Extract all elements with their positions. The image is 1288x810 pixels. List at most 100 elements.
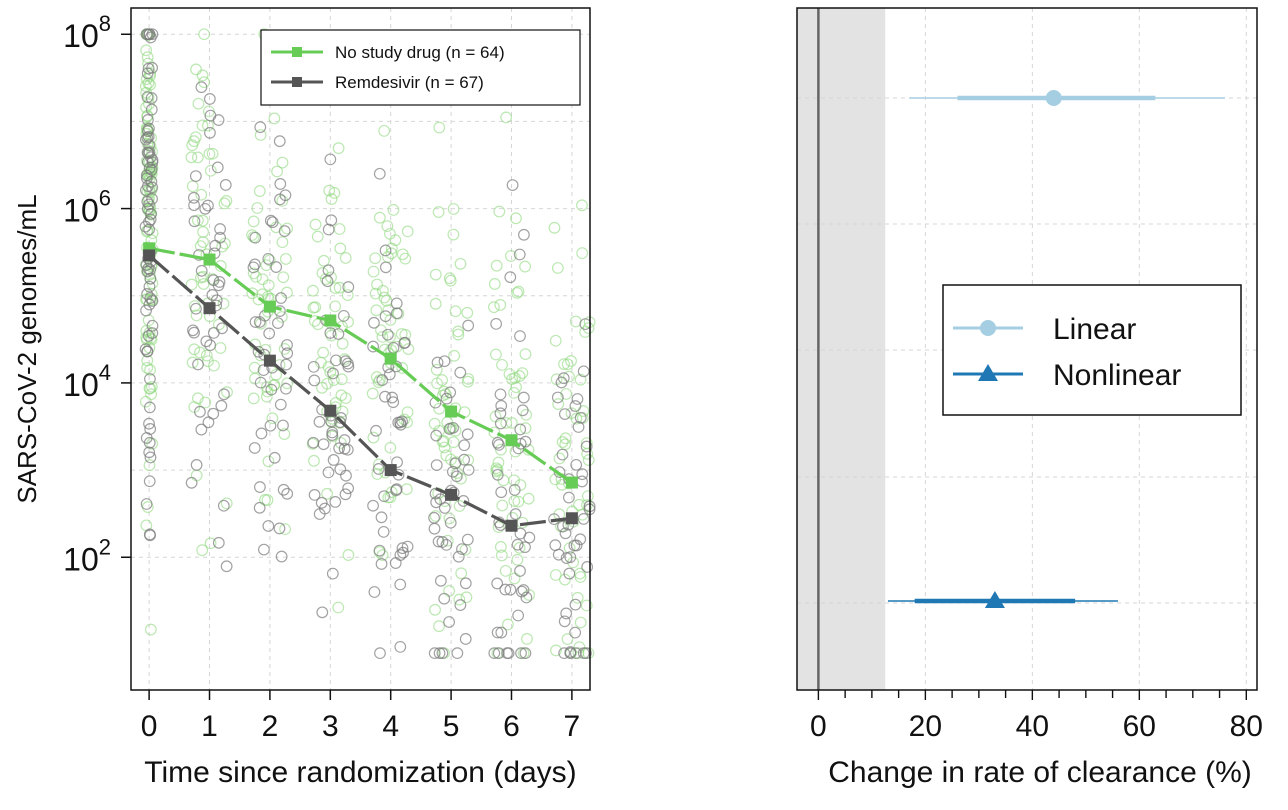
observation-point xyxy=(271,165,283,178)
observation-point xyxy=(429,510,442,522)
observation-point xyxy=(281,487,294,500)
observation-point xyxy=(188,135,200,148)
observation-point xyxy=(212,114,225,126)
left-legend: No study drug (n = 64) Remdesivir (n = 6… xyxy=(260,29,581,106)
observation-point xyxy=(556,448,569,461)
observation-point xyxy=(309,218,322,231)
observation-point xyxy=(573,641,586,654)
observation-point xyxy=(321,275,334,288)
observation-point xyxy=(140,304,152,317)
observation-point xyxy=(490,259,503,272)
observation-point xyxy=(456,543,468,556)
observation-point xyxy=(384,331,396,343)
observation-point xyxy=(508,483,521,496)
observation-point xyxy=(266,216,279,229)
observation-point xyxy=(200,335,213,348)
observation-point xyxy=(188,326,200,339)
observation-point xyxy=(272,317,284,329)
observation-point xyxy=(140,172,153,185)
observation-point xyxy=(518,228,530,241)
x-tick-label-5: 5 xyxy=(443,710,460,743)
observation-point xyxy=(504,583,517,596)
observation-point xyxy=(248,442,261,454)
observation-point xyxy=(281,286,293,299)
observation-point xyxy=(195,423,208,436)
observation-point xyxy=(258,543,270,556)
observation-point xyxy=(143,459,156,472)
observation-point xyxy=(432,206,445,218)
observation-point xyxy=(557,520,569,533)
observation-point xyxy=(571,591,584,604)
observation-point xyxy=(455,567,468,580)
left-chart-panel: 0 1 2 3 4 5 6 7 102 104 106 108 Time since randomiz… xyxy=(12,7,596,789)
observation-point xyxy=(430,429,443,442)
observation-point xyxy=(516,367,529,379)
observation-point xyxy=(514,330,526,343)
observation-point xyxy=(322,466,335,479)
observation-point xyxy=(277,271,290,284)
observation-point xyxy=(146,61,159,74)
observation-point xyxy=(322,223,335,236)
observation-point xyxy=(551,391,564,404)
observation-point xyxy=(262,455,275,468)
observation-point xyxy=(448,349,461,362)
observation-point xyxy=(492,521,505,534)
observation-point xyxy=(253,185,266,197)
observation-point xyxy=(460,591,473,604)
observation-point xyxy=(452,550,465,563)
observation-point xyxy=(433,402,446,415)
y-tick-label-6: 106 xyxy=(63,186,111,229)
observation-point xyxy=(381,328,394,341)
observation-point xyxy=(308,488,321,501)
observation-point xyxy=(185,278,198,291)
observation-point xyxy=(188,215,201,228)
observation-point xyxy=(220,560,233,573)
observation-point xyxy=(454,366,467,379)
observation-point xyxy=(144,151,157,164)
observation-point xyxy=(380,294,393,307)
observation-point xyxy=(552,548,565,561)
observation-point xyxy=(334,242,347,255)
legend-label-remdesivir: Remdesivir (n = 67) xyxy=(335,73,484,92)
x-tick-label-3: 3 xyxy=(322,710,339,743)
observation-point xyxy=(146,156,159,169)
observation-point xyxy=(576,468,589,481)
observation-point xyxy=(491,626,504,639)
observation-point xyxy=(276,156,289,169)
observation-point xyxy=(262,520,275,532)
right-x-tick-label-0: 0 xyxy=(810,710,827,743)
observation-point xyxy=(457,495,470,507)
legend-label-nonlinear: Nonlinear xyxy=(1053,359,1181,392)
observation-point xyxy=(429,268,442,281)
observation-point xyxy=(494,541,507,553)
observation-point xyxy=(580,440,593,453)
observation-point xyxy=(549,569,562,581)
observation-point xyxy=(556,478,568,491)
observation-point xyxy=(197,226,209,238)
observation-point xyxy=(454,257,467,270)
observation-point xyxy=(574,373,587,386)
observation-point xyxy=(489,348,502,361)
observation-point xyxy=(564,646,577,658)
observation-point xyxy=(337,309,350,322)
observation-point xyxy=(196,69,209,82)
observation-point xyxy=(569,400,582,412)
observation-point xyxy=(511,553,524,566)
observation-point xyxy=(195,81,208,94)
observation-point xyxy=(378,124,391,137)
observation-point xyxy=(307,301,320,314)
observation-point xyxy=(145,103,158,116)
observation-point xyxy=(144,292,157,304)
observation-point xyxy=(211,161,224,174)
observation-point xyxy=(495,549,508,562)
observation-point xyxy=(307,360,320,373)
observation-point xyxy=(375,511,388,524)
observation-point xyxy=(370,424,382,437)
observation-point xyxy=(557,372,570,385)
observation-point xyxy=(217,499,230,512)
observation-point xyxy=(321,487,333,500)
observation-point xyxy=(334,416,346,429)
observation-point xyxy=(274,193,286,206)
observation-point xyxy=(192,358,204,371)
observation-point xyxy=(576,199,588,212)
